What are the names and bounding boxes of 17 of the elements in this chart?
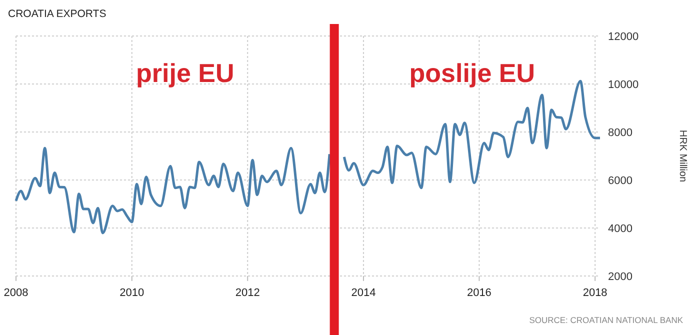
annotation: poslije EU: [409, 58, 536, 88]
source-note: SOURCE: CROATIAN NATIONAL BANK: [529, 315, 684, 325]
y-axis-title: HRK Million: [677, 130, 688, 182]
x-tick-label: 2010: [120, 287, 144, 299]
x-tick-label: 2016: [466, 287, 492, 299]
y-tick-label: 8000: [608, 127, 632, 139]
x-tick-label: 2014: [351, 287, 376, 299]
y-tick-label: 2000: [608, 271, 632, 283]
x-tick-label: 2012: [235, 287, 260, 299]
y-tick-label: 6000: [608, 175, 632, 187]
y-tick-label: 4000: [608, 223, 632, 235]
annotation: prije EU: [136, 58, 234, 88]
x-tick-label: 2018: [582, 287, 608, 299]
x-tick-label: 2008: [4, 287, 28, 299]
y-tick-label: 10000: [608, 79, 639, 91]
y-tick-label: 12000: [608, 31, 639, 43]
chart-title: CROATIA EXPORTS: [8, 8, 106, 20]
